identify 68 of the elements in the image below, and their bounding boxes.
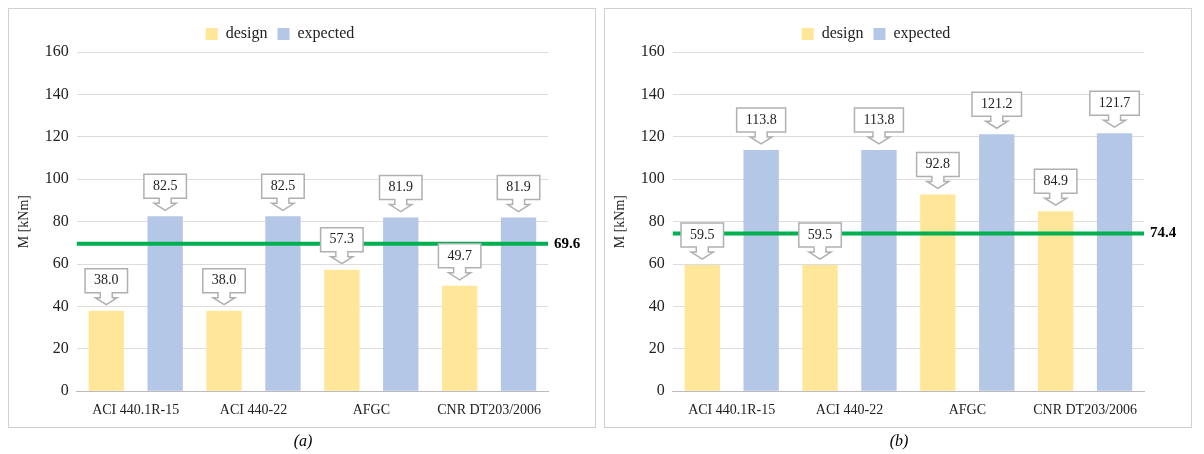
legend-label: expected xyxy=(297,24,355,43)
data-label: 82.5 xyxy=(270,177,296,193)
bar xyxy=(383,217,419,391)
bar xyxy=(1096,133,1133,391)
y-tick-label: 160 xyxy=(44,42,69,60)
bar xyxy=(206,310,242,391)
y-tick-label: 60 xyxy=(648,254,665,272)
y-tick-label: 80 xyxy=(52,211,69,229)
bar xyxy=(147,216,183,391)
data-label: 38.0 xyxy=(211,272,237,288)
bar xyxy=(743,149,779,391)
y-tick-label: 0 xyxy=(60,381,69,399)
ref-line-label: 74.4 xyxy=(1150,224,1177,241)
y-tick-label: 0 xyxy=(656,381,665,399)
legend-label: expected xyxy=(893,24,951,43)
x-tick-label: ACI 440-22 xyxy=(219,402,288,418)
y-tick-label: 40 xyxy=(648,296,665,314)
y-tick-label: 100 xyxy=(44,169,69,187)
data-label: 81.9 xyxy=(506,179,531,195)
bar xyxy=(265,216,301,391)
data-label: 81.9 xyxy=(388,179,413,195)
bar xyxy=(802,265,838,391)
data-label: 84.9 xyxy=(1043,172,1068,188)
legend-label: design xyxy=(821,24,864,43)
y-tick-label: 20 xyxy=(648,339,665,356)
bar xyxy=(861,149,897,391)
data-label: 113.8 xyxy=(863,111,895,127)
data-label: 59.5 xyxy=(690,226,715,242)
data-label: 57.3 xyxy=(329,231,355,247)
y-tick-label: 140 xyxy=(44,84,69,102)
bar xyxy=(324,269,360,391)
x-tick-label: AFGC xyxy=(352,402,390,418)
data-label: 38.0 xyxy=(94,272,119,288)
data-label: 121.2 xyxy=(981,95,1013,111)
x-tick-label: ACI 440.1R-15 xyxy=(92,402,180,418)
y-tick-label: 20 xyxy=(52,339,69,356)
x-tick-label: CNR DT203/2006 xyxy=(437,402,542,418)
y-tick-label: 140 xyxy=(640,84,665,102)
bar xyxy=(920,194,956,391)
y-tick-label: 160 xyxy=(640,42,665,60)
y-tick-label: 120 xyxy=(44,127,69,144)
data-label: 82.5 xyxy=(152,177,178,193)
y-tick-label: 100 xyxy=(640,169,665,187)
data-label: 113.8 xyxy=(745,111,777,127)
bar xyxy=(684,265,720,391)
data-label: 49.7 xyxy=(447,247,472,263)
ref-line-label: 69.6 xyxy=(554,234,581,251)
data-label: 92.8 xyxy=(925,156,951,172)
x-tick-label: ACI 440-22 xyxy=(815,402,884,418)
text: (a) xyxy=(292,432,314,450)
x-tick-label: CNR DT203/2006 xyxy=(1033,402,1138,418)
data-label: 121.7 xyxy=(1098,94,1131,110)
y-tick-label: 40 xyxy=(52,296,69,314)
bar xyxy=(441,285,478,391)
y-tick-label: 60 xyxy=(52,254,69,272)
data-label: 59.5 xyxy=(807,226,833,242)
y-tick-label: 120 xyxy=(640,127,665,144)
x-tick-label: AFGC xyxy=(948,402,986,418)
y-tick-label: 80 xyxy=(648,211,665,229)
bar xyxy=(88,310,124,391)
bar xyxy=(1037,211,1074,391)
y-axis-title: M [kNm] xyxy=(612,194,628,249)
text: (b) xyxy=(888,432,910,450)
bar xyxy=(500,217,537,391)
x-tick-label: ACI 440.1R-15 xyxy=(688,402,776,418)
bar xyxy=(979,134,1015,391)
y-axis-title: M [kNm] xyxy=(16,194,32,249)
legend-label: design xyxy=(225,24,268,43)
